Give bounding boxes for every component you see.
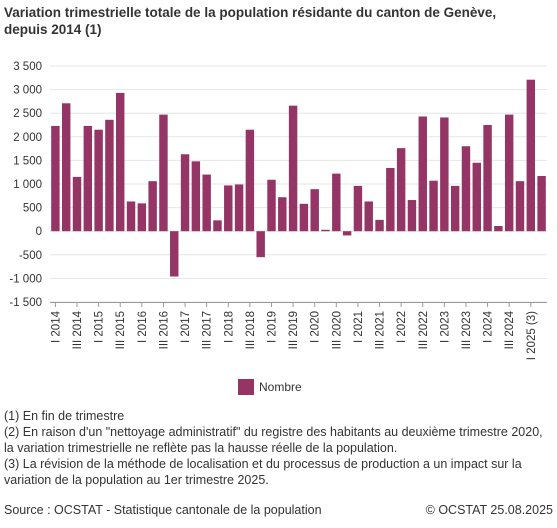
bar[interactable] [364,201,373,232]
bar[interactable] [429,180,438,232]
x-tick-label: I 2018 [223,311,235,343]
x-tick-label: III 2020 [331,311,343,349]
bar-series [51,79,546,277]
bar[interactable] [51,125,60,232]
bar[interactable] [299,203,309,232]
footnote-2: (2) En raison d'un "nettoyage administra… [4,425,543,455]
bar[interactable] [72,176,82,232]
bar[interactable] [213,220,222,232]
y-tick-label: -1 500 [9,297,42,309]
bar[interactable] [191,161,201,232]
bar[interactable] [515,181,525,232]
bar[interactable] [483,125,492,232]
bar[interactable] [526,79,536,232]
bar[interactable] [386,167,395,232]
bar[interactable] [461,146,471,232]
bar-chart: 3 500 3 000 2 500 2 000 1 500 1 000 500 0 -500 -1… [9,61,547,360]
x-tick-label: III 2015 [115,311,127,349]
y-axis: 3 500 3 000 2 500 2 000 1 500 1 000 500 0 -500 -1… [9,61,42,309]
x-axis: I 2014 III 2014 I 2015 III 2015 I 2016 III 20… [50,302,547,360]
bar[interactable] [504,114,514,232]
x-tick-label: I 2016 [137,311,149,343]
footnote-3: (3) La révision de la méthode de localis… [4,457,522,487]
bar[interactable] [159,114,168,232]
y-tick-label: 3 000 [13,85,42,97]
legend-swatch [238,379,254,395]
chart-title-line-2: depuis 2014 (1) [4,22,102,37]
x-tick-label: III 2019 [288,311,300,349]
legend[interactable]: Nombre [238,379,302,395]
x-tick-label: III 2016 [158,311,170,349]
bar[interactable] [494,226,503,232]
grid-lines [50,65,547,303]
footnote-1: (1) En fin de trimestre [4,409,125,423]
footer: Source : OCSTAT - Statistique cantonale … [4,503,553,517]
bar[interactable] [170,231,179,277]
bar[interactable] [105,119,114,232]
bar[interactable] [267,179,276,232]
bar[interactable] [256,231,265,258]
footnotes: (1) En fin de trimestre (2) En raison d'… [4,408,552,488]
chart-title-line-1: Variation trimestrielle totale de la pop… [4,5,497,20]
x-tick-label: I 2024 [483,310,495,343]
x-tick-label: III 2023 [461,311,473,349]
bar[interactable] [94,129,103,232]
bar[interactable] [332,173,341,232]
x-tick-label: I 2014 [50,310,62,343]
bar[interactable] [321,229,330,232]
x-tick-label: III 2022 [418,311,430,349]
x-tick-label: I 2017 [180,311,192,343]
x-tick-label: I 2015 [94,311,106,343]
x-tick-label: III 2021 [375,311,387,349]
bar[interactable] [450,185,460,232]
bar[interactable] [342,231,352,236]
source-text: Source : OCSTAT - Statistique cantonale … [4,503,322,517]
x-tick-label: I 2022 [396,311,408,343]
bar[interactable] [353,185,363,232]
bar[interactable] [116,92,125,232]
x-tick-label: I 2021 [353,311,365,343]
y-tick-label: 500 [23,203,42,215]
bar[interactable] [234,184,244,232]
bar[interactable] [202,174,211,232]
x-tick-label: III 2014 [72,310,84,349]
bar[interactable] [375,219,384,232]
bar[interactable] [310,189,319,232]
bar[interactable] [83,125,93,232]
bar[interactable] [180,154,190,232]
bar[interactable] [224,185,233,232]
bar[interactable] [126,201,136,232]
x-tick-label: I 2019 [266,311,278,343]
x-tick-label: III 2017 [202,311,214,349]
y-tick-label: -500 [19,250,42,262]
bar[interactable] [148,181,157,232]
bar[interactable] [396,148,406,232]
y-tick-label: 0 [36,226,42,238]
y-tick-label: -1 000 [9,273,42,285]
bar[interactable] [418,116,427,232]
y-tick-label: 1 500 [13,155,42,167]
y-tick-label: 3 500 [13,61,42,73]
x-tick-label: I 2023 [439,311,451,343]
copyright-text: © OCSTAT 25.08.2025 [425,503,553,517]
bar[interactable] [137,203,147,232]
bar[interactable] [440,117,449,232]
y-tick-label: 1 000 [13,179,42,191]
y-tick-label: 2 500 [13,108,42,120]
bar[interactable] [278,197,287,232]
bar[interactable] [288,105,298,232]
bar[interactable] [407,200,417,232]
bar[interactable] [61,103,71,232]
bar[interactable] [245,129,255,232]
x-tick-label: I 2025 (3) [526,311,538,360]
chart-title: Variation trimestrielle totale de la pop… [4,4,549,38]
bar[interactable] [472,162,481,232]
x-tick-label: III 2018 [245,311,257,349]
bar[interactable] [537,175,546,232]
y-tick-label: 2 000 [13,132,42,144]
legend-label: Nombre [259,380,302,394]
x-tick-label: I 2020 [310,311,322,343]
x-tick-label: III 2024 [504,310,516,349]
